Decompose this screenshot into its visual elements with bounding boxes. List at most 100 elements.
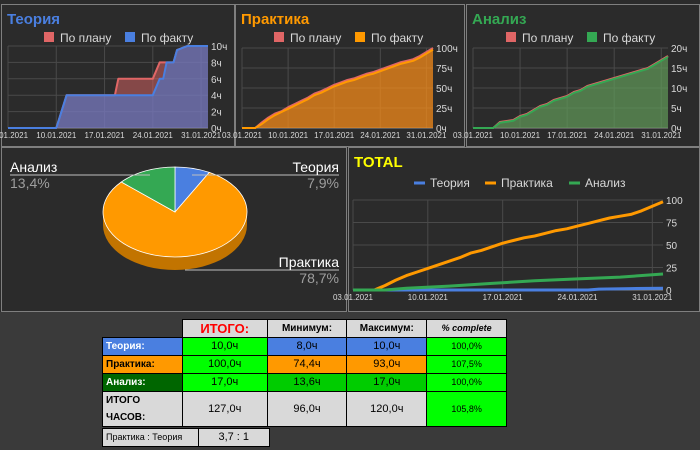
total-min: 96,0ч: [266, 391, 348, 427]
y-tick-label: 75ч: [436, 64, 452, 75]
y-tick-label: 0ч: [671, 124, 682, 135]
y-tick-label: 2ч: [211, 108, 222, 119]
legend-label: По факту: [603, 31, 655, 45]
series-line: [242, 48, 434, 129]
total-max: 120,0ч: [346, 391, 428, 427]
y-tick-label: 75: [666, 219, 678, 230]
ratio-label: Практика : Теория: [102, 428, 199, 447]
panel-frame-4: [1, 147, 347, 312]
pie-label: Анализ: [10, 159, 57, 175]
x-tick-label: 24.01.2021: [133, 131, 174, 140]
analiz-total: 17,0ч: [181, 373, 268, 392]
row-label-analiz: Анализ:: [102, 373, 183, 392]
legend-label: По плану: [60, 31, 111, 45]
summary-corner: [103, 320, 183, 338]
y-tick-label: 25ч: [436, 104, 452, 115]
analiz-min: 13,6ч: [266, 373, 348, 392]
series-line: [353, 272, 664, 292]
x-tick-label: 17.01.2021: [314, 131, 355, 140]
y-tick-label: 4ч: [211, 91, 222, 102]
teoria-pct: 100,0%: [426, 337, 507, 356]
ratio-table: Практика : Теория 3,7 : 1: [102, 428, 270, 447]
row-total: ИТОГО ЧАСОВ: 127,0ч 96,0ч 120,0ч 105,8%: [102, 391, 507, 427]
series-line: [353, 286, 664, 292]
total-pct: 105,8%: [426, 391, 507, 427]
pie-value: 78,7%: [299, 270, 339, 286]
praktika-max: 93,0ч: [346, 355, 428, 374]
x-tick-label: 03.01.2021: [333, 293, 374, 302]
ratio-row: Практика : Теория 3,7 : 1: [102, 428, 270, 447]
x-tick-label: 10.01.2021: [268, 131, 309, 140]
legend-label: По факту: [371, 31, 423, 45]
chart-3: Анализ По плану По факту 0ч 5ч 10ч 15ч 20ч 03.01…: [453, 11, 687, 140]
ratio-value: 3,7 : 1: [197, 428, 270, 447]
header-max: Максимум:: [346, 319, 428, 338]
legend-swatch: [44, 32, 54, 42]
legend-label: Анализ: [585, 176, 626, 190]
y-tick-label: 100ч: [436, 44, 458, 55]
row-label-total: ИТОГО ЧАСОВ:: [102, 391, 183, 427]
x-tick-label: 17.01.2021: [85, 131, 126, 140]
row-label-praktika: Практика:: [102, 355, 183, 374]
chart-2: Практика По плану По факту 0ч 25ч 50ч 75ч 100ч 0…: [222, 11, 458, 140]
x-tick-label: 24.01.2021: [594, 131, 635, 140]
pie-slice: [120, 166, 176, 213]
series-line: [353, 200, 664, 292]
chart-title: TOTAL: [354, 154, 403, 171]
series-area: [8, 46, 208, 128]
pie-value: 13,4%: [10, 175, 50, 191]
x-tick-label: 31.01.2021: [641, 131, 682, 140]
y-tick-label: 0ч: [211, 124, 222, 135]
pie-value: 7,9%: [307, 175, 339, 191]
y-tick-label: 8ч: [211, 58, 222, 69]
row-label-teoria: Теория:: [102, 337, 183, 356]
praktika-min: 74,4ч: [266, 355, 348, 374]
charts-background: [0, 0, 700, 312]
x-tick-label: 10.01.2021: [36, 131, 77, 140]
x-tick-label: 17.01.2021: [547, 131, 588, 140]
y-tick-label: 50: [666, 241, 678, 252]
legend-swatch: [355, 32, 365, 42]
panel-frame-2: [235, 4, 465, 147]
y-tick-label: 0: [666, 286, 672, 297]
y-tick-label: 6ч: [211, 75, 222, 86]
x-tick-label: 10.01.2021: [408, 293, 449, 302]
x-tick-label: 31.01.2021: [632, 293, 673, 302]
y-tick-label: 25: [666, 264, 678, 275]
teoria-total: 10,0ч: [181, 337, 268, 356]
pie-label: Теория: [292, 159, 339, 175]
y-tick-label: 0ч: [436, 124, 447, 135]
summary-title: ИТОГО:: [181, 319, 268, 338]
x-tick-label: 24.01.2021: [360, 131, 401, 140]
chart-title: Теория: [7, 11, 60, 28]
x-tick-label: 03.01.2021: [453, 131, 494, 140]
summary-header-row: ИТОГО: Минимум: Максимум: % complete: [103, 319, 507, 338]
y-tick-label: 5ч: [671, 104, 682, 115]
summary-table: ИТОГО: Минимум: Максимум: % complete Тео…: [102, 319, 507, 427]
series-area: [473, 56, 668, 128]
legend-label: Теория: [430, 176, 470, 190]
pie-label: Практика: [279, 254, 340, 270]
legend-swatch: [587, 32, 597, 42]
teoria-max: 10,0ч: [346, 337, 428, 356]
chart-title: Практика: [241, 11, 310, 28]
x-tick-label: 31.01.2021: [181, 131, 222, 140]
praktika-total: 100,0ч: [181, 355, 268, 374]
y-tick-label: 100: [666, 196, 683, 207]
chart-5: TOTAL Теория Практика Анализ 0 25 50 75 100 03.01…: [333, 154, 683, 302]
x-tick-label: 24.01.2021: [557, 293, 598, 302]
panel-frame-1: [1, 4, 235, 147]
legend-swatch: [274, 32, 284, 42]
legend-label: Практика: [501, 176, 553, 190]
legend-swatch: [125, 32, 135, 42]
y-tick-label: 50ч: [436, 84, 452, 95]
row-teoria: Теория: 10,0ч 8,0ч 10,0ч 100,0%: [102, 337, 507, 356]
chart-title: Анализ: [472, 11, 526, 28]
series-line: [473, 55, 669, 129]
y-tick-label: 15ч: [671, 64, 687, 75]
y-tick-label: 20ч: [671, 44, 687, 55]
legend-label: По факту: [141, 31, 193, 45]
x-tick-label: 10.01.2021: [500, 131, 541, 140]
